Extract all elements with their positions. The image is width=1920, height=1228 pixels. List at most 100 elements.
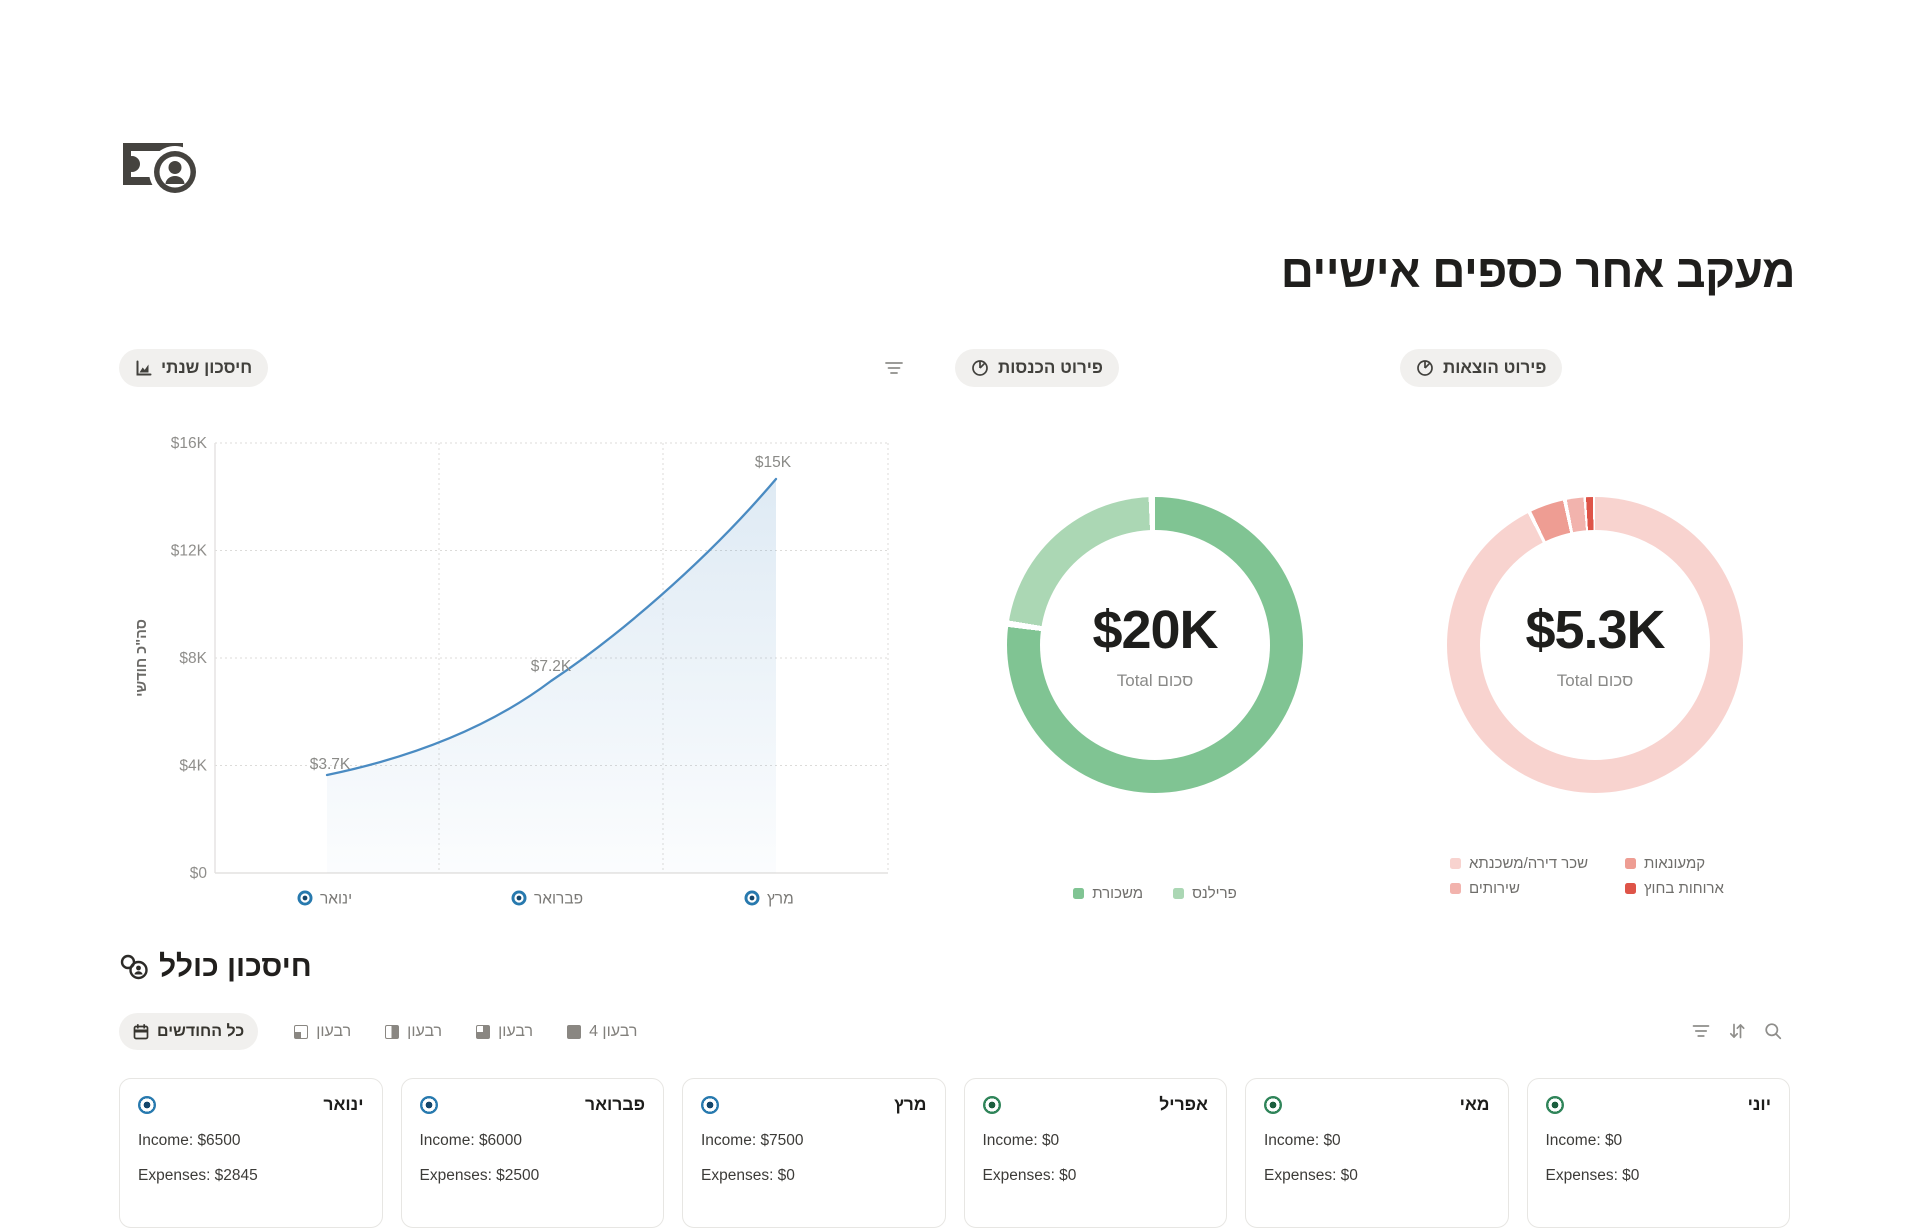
pie-chart-icon <box>1417 360 1433 376</box>
legend-swatch <box>1625 858 1636 869</box>
x-axis-month-february: פברואר <box>511 890 583 908</box>
y-tick: $8K <box>179 650 207 667</box>
legend-swatch <box>1450 883 1461 894</box>
month-marker-icon <box>982 1095 1001 1114</box>
annual-savings-chart-block: חיסכון שנתי <box>119 349 905 914</box>
pie-chart-icon <box>972 360 988 376</box>
point-label: $15K <box>755 454 792 471</box>
card-month-title: מרץ <box>894 1094 927 1114</box>
expenses-total-value: $5.3K <box>1525 600 1665 660</box>
card-month-title: יוני <box>1747 1094 1771 1114</box>
coins-icon <box>120 954 148 980</box>
list-toolbar <box>1690 1020 1784 1042</box>
overall-savings-title: חיסכון כולל <box>159 950 312 983</box>
expenses-donut-chart: $5.3K סכום Total <box>1447 497 1743 793</box>
card-income: Income: $6500 <box>138 1132 241 1149</box>
month-card-june[interactable]: יוני Income: $0 Expenses: $0 <box>1526 1078 1790 1228</box>
card-month-title: ינואר <box>323 1094 364 1114</box>
tab-quarter-3[interactable]: רבעון <box>462 1013 547 1050</box>
month-card-april[interactable]: אפריל Income: $0 Expenses: $0 <box>963 1078 1227 1228</box>
expenses-legend: שכר דירה/משכנתא קמעונאות שירותים ארוחות … <box>1450 855 1740 897</box>
banknote-coin-logo-icon <box>122 133 206 199</box>
x-tick: ינואר <box>320 891 352 908</box>
expenses-header-badge: פירוט הוצאות <box>1400 349 1563 387</box>
card-income: Income: $0 <box>1545 1132 1623 1149</box>
month-card-march[interactable]: מרץ Income: $7500 Expenses: $0 <box>682 1078 946 1228</box>
quarter-4-icon <box>567 1024 582 1039</box>
filter-icon[interactable] <box>883 357 905 379</box>
tab-all-months[interactable]: כל החודשים <box>119 1013 259 1050</box>
income-header-badge: פירוט הכנסות <box>955 349 1119 387</box>
month-card-january[interactable]: ינואר Income: $6500 Expenses: $2845 <box>119 1078 383 1228</box>
page-title: מעקב אחר כספים אישיים <box>1280 245 1796 297</box>
legend-swatch <box>1450 858 1461 869</box>
card-expenses: Expenses: $0 <box>701 1167 795 1184</box>
legend-item-dining-out: ארוחות בחוץ <box>1625 880 1740 897</box>
legend-swatch <box>1073 888 1085 899</box>
y-tick: $12K <box>171 543 208 560</box>
income-header-label: פירוט הכנסות <box>998 358 1103 377</box>
months-filter-tabs: כל החודשים רבעון רבעון רבעון רבעון 4 <box>119 1013 657 1050</box>
card-income: Income: $6000 <box>419 1132 523 1149</box>
expenses-breakdown-block: פירוט הוצאות $5.3K סכום Total שכר דירה/מ… <box>1400 349 1790 914</box>
legend-item-salary: משכורת <box>1073 885 1143 902</box>
legend-item-utilities: שירותים <box>1450 880 1625 897</box>
month-card-may[interactable]: מאי Income: $0 Expenses: $0 <box>1245 1078 1509 1228</box>
annual-savings-header-badge: חיסכון שנתי <box>119 349 269 387</box>
income-breakdown-block: פירוט הכנסות $20K סכום Total משכורת פריל… <box>955 349 1355 914</box>
tab-quarter-4[interactable]: רבעון 4 <box>553 1013 651 1050</box>
card-expenses: Expenses: $0 <box>1545 1167 1640 1184</box>
tab-quarter-1[interactable]: רבעון <box>280 1013 365 1050</box>
x-axis-month-march: מרץ <box>744 890 794 908</box>
income-legend: משכורת פרילנס <box>955 885 1355 902</box>
x-axis-month-january: ינואר <box>297 890 352 908</box>
month-cards-row: ינואר Income: $6500 Expenses: $2845 פברו… <box>119 1078 1790 1228</box>
filter-icon[interactable] <box>1690 1020 1712 1042</box>
calendar-icon <box>133 1024 149 1040</box>
y-tick: $4K <box>179 758 207 775</box>
y-tick: $0 <box>190 865 208 882</box>
card-income: Income: $0 <box>1264 1132 1341 1149</box>
x-tick: פברואר <box>534 891 583 908</box>
y-axis-label: סה"כ חודשי <box>134 619 150 697</box>
month-marker-icon <box>419 1095 438 1114</box>
legend-item-freelance: פרילנס <box>1173 885 1237 902</box>
quarter-3-icon <box>476 1024 491 1039</box>
card-income: Income: $7500 <box>701 1132 804 1149</box>
legend-item-rent: שכר דירה/משכנתא <box>1450 855 1625 872</box>
expenses-total-label: סכום Total <box>1556 671 1634 690</box>
sort-icon[interactable] <box>1726 1020 1748 1042</box>
savings-line-chart: $16K $12K $8K $4K $0 סה"כ חודשי $3.7K $7… <box>134 435 889 908</box>
area-chart-icon <box>136 360 152 375</box>
legend-swatch <box>1625 883 1636 894</box>
income-total-label: סכום Total <box>1116 671 1194 690</box>
card-expenses: Expenses: $0 <box>1264 1167 1358 1184</box>
card-month-title: מאי <box>1459 1094 1490 1114</box>
legend-item-retail: קמעונאות <box>1625 855 1740 872</box>
quarter-2-icon <box>385 1024 400 1039</box>
expenses-header-label: פירוט הוצאות <box>1443 358 1547 377</box>
month-card-february[interactable]: פברואר Income: $6000 Expenses: $2500 <box>400 1078 664 1228</box>
card-month-title: פברואר <box>585 1094 645 1114</box>
month-marker-icon <box>701 1095 719 1114</box>
month-marker-icon <box>138 1095 156 1114</box>
quarter-1-icon <box>294 1024 309 1039</box>
income-donut-chart: $20K סכום Total <box>1007 497 1303 793</box>
legend-swatch <box>1173 888 1185 899</box>
month-marker-icon <box>1264 1095 1282 1114</box>
savings-line <box>325 477 778 777</box>
point-label: $7.2K <box>531 658 572 675</box>
overall-savings-heading: חיסכון כולל <box>119 950 312 984</box>
search-icon[interactable] <box>1762 1020 1784 1042</box>
tab-quarter-2[interactable]: רבעון <box>371 1013 456 1050</box>
card-expenses: Expenses: $2845 <box>138 1167 258 1184</box>
card-month-title: אפריל <box>1159 1094 1208 1114</box>
x-tick: מרץ <box>767 891 794 908</box>
point-label: $3.7K <box>310 756 351 773</box>
savings-area-fill <box>327 479 776 873</box>
annual-savings-header-label: חיסכון שנתי <box>161 358 253 377</box>
card-income: Income: $0 <box>982 1132 1060 1149</box>
y-tick: $16K <box>171 435 208 452</box>
month-marker-icon <box>1545 1095 1564 1114</box>
card-expenses: Expenses: $2500 <box>419 1167 540 1184</box>
